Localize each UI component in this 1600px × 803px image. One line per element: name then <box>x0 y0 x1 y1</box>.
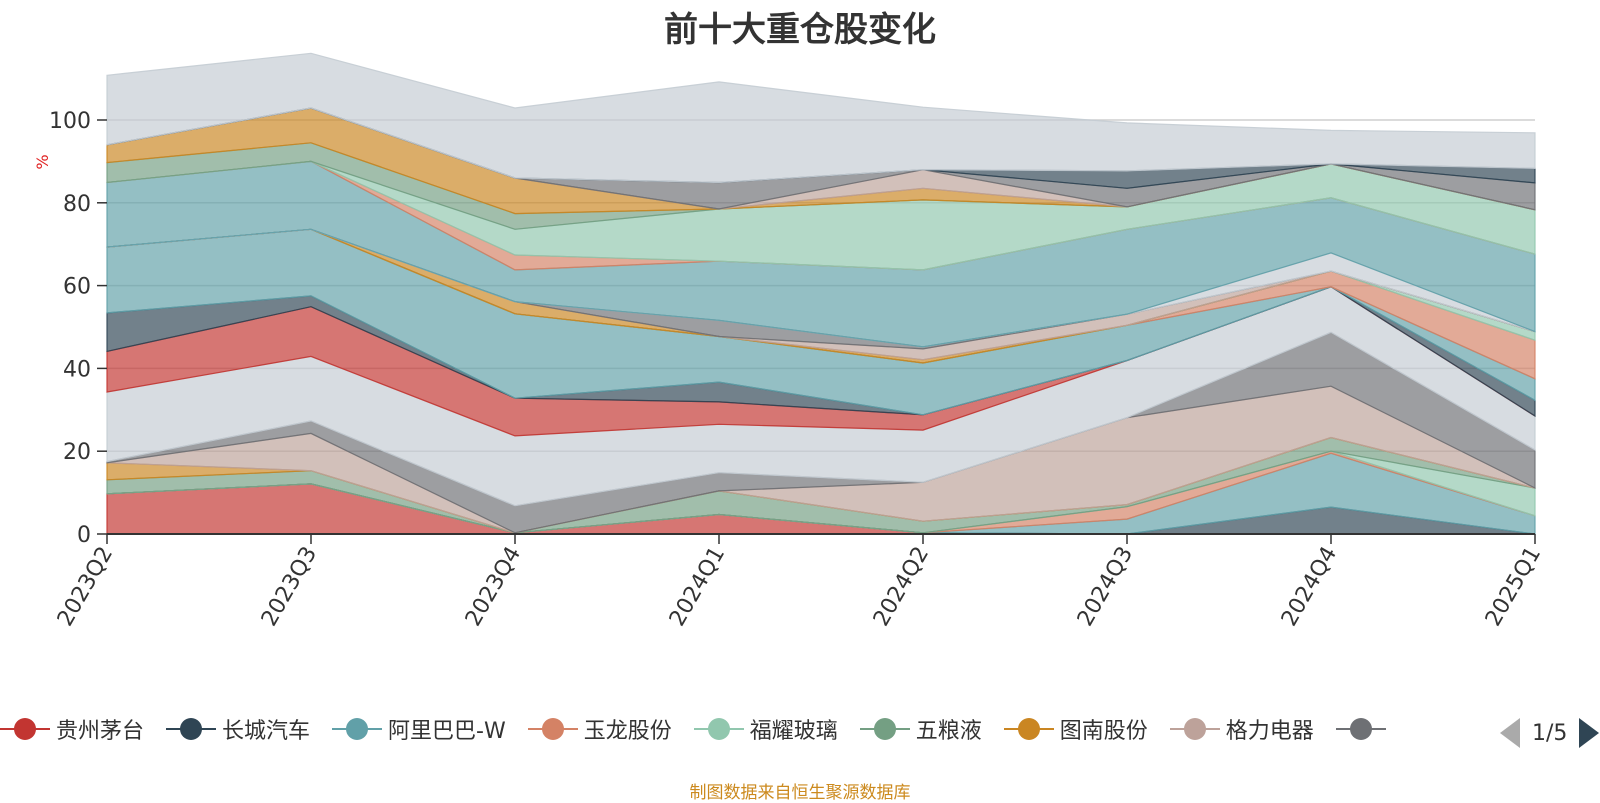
legend-symbol-icon <box>527 718 578 740</box>
legend-symbol-icon <box>332 718 383 740</box>
legend-symbol-icon <box>0 718 50 740</box>
legend-label: 阿里巴巴-W <box>388 719 506 744</box>
legend-symbol-icon <box>693 718 744 740</box>
y-axis-label: % <box>33 154 52 169</box>
area-series-layer <box>106 52 1536 535</box>
legend-page-indicator: 1/5 <box>1532 720 1568 746</box>
legend-symbol-icon <box>1169 718 1220 740</box>
x-tick-label: 2025Q1 <box>1481 543 1546 631</box>
y-tick-label: 0 <box>77 523 91 548</box>
legend-symbol-icon <box>859 718 910 740</box>
x-tick-label: 2024Q3 <box>1073 543 1138 631</box>
x-tick-label: 2023Q4 <box>461 543 526 631</box>
legend-item[interactable]: 福耀玻璃 <box>693 713 838 745</box>
x-tick-label: 2023Q2 <box>53 543 118 631</box>
legend-symbol-icon <box>1003 718 1054 740</box>
y-tick-label: 60 <box>63 275 91 300</box>
x-tick-label: 2024Q2 <box>869 543 934 631</box>
x-tick-label: 2024Q1 <box>665 543 730 631</box>
legend-item[interactable]: 五粮液 <box>859 713 982 745</box>
legend-label: 五粮液 <box>915 719 982 744</box>
legend-next-page-icon[interactable] <box>1579 718 1600 748</box>
chart-title: 前十大重仓股变化 <box>664 10 936 50</box>
legend-pager: 1/5 <box>1500 718 1600 748</box>
legend-item[interactable]: 玉龙股份 <box>527 713 672 745</box>
y-tick-label: 100 <box>49 109 91 134</box>
legend-item[interactable]: 图南股份 <box>1003 713 1148 745</box>
area-series-28[interactable] <box>106 52 1536 184</box>
legend-label: 贵州茅台 <box>56 719 145 744</box>
x-tick-label: 2023Q3 <box>257 543 322 631</box>
legend: 贵州茅台 长城汽车 阿里巴巴-W 玉龙股份 福耀玻璃 五粮液 图南股份 格力电器 <box>0 712 1470 746</box>
legend-label: 图南股份 <box>1059 719 1148 744</box>
legend-item[interactable]: 长城汽车 <box>166 713 310 745</box>
x-tick-label: 2024Q4 <box>1277 543 1342 631</box>
legend-label: 福耀玻璃 <box>749 719 838 744</box>
legend-prev-page-icon[interactable] <box>1500 718 1520 748</box>
legend-item[interactable] <box>1335 716 1392 742</box>
legend-item[interactable]: 阿里巴巴-W <box>332 713 506 745</box>
legend-item[interactable]: 贵州茅台 <box>0 713 144 745</box>
y-tick-label: 80 <box>63 192 91 217</box>
y-tick-label: 40 <box>63 357 91 382</box>
legend-symbol-icon <box>166 718 217 740</box>
legend-label: 玉龙股份 <box>583 719 672 744</box>
legend-symbol-icon <box>1335 718 1386 740</box>
source-note: 制图数据来自恒生聚源数据库 <box>689 783 911 803</box>
legend-item[interactable]: 格力电器 <box>1169 713 1314 745</box>
y-tick-label: 20 <box>63 440 91 465</box>
legend-label: 格力电器 <box>1225 719 1314 744</box>
legend-label: 长城汽车 <box>222 719 311 744</box>
